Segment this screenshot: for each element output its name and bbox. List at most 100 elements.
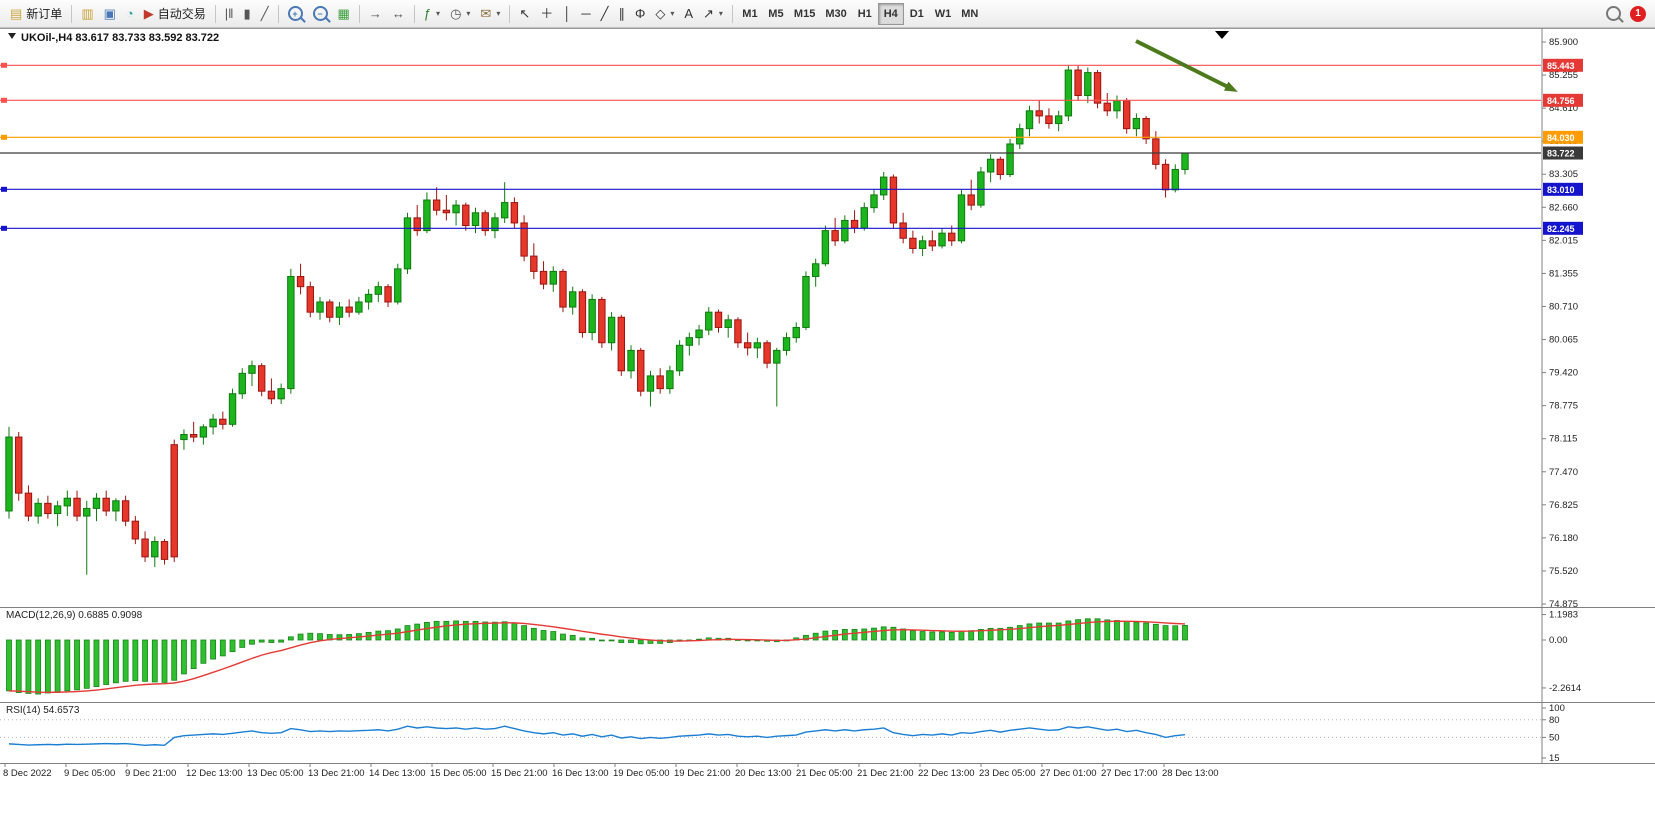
candle (607, 312, 616, 351)
candle (296, 263, 305, 295)
hline-83.010[interactable]: 83.010 (0, 182, 1583, 196)
zoom-in-icon: + (287, 6, 303, 21)
candle (928, 230, 937, 251)
toolbar-separator (413, 4, 415, 23)
macd-bar (1094, 618, 1101, 641)
macd-bar (550, 631, 557, 641)
notification-badge[interactable]: 1 (1630, 5, 1646, 22)
hline-84.756[interactable]: 84.756 (0, 93, 1583, 107)
time-axis[interactable]: 8 Dec 2022 9 Dec 05:00 9 Dec 21:00 12 Dec 1… (3, 763, 1219, 779)
macd-bar (1065, 620, 1072, 641)
price-axis-label: 81.355 (1549, 268, 1578, 279)
new-order-button[interactable]: ▤ 新订单 (5, 3, 67, 25)
periods-button[interactable]: ◷ ▾ (445, 3, 475, 25)
timeframe-m15[interactable]: M15 (789, 3, 820, 25)
svg-text:85.443: 85.443 (1547, 61, 1575, 71)
macd-bar (987, 627, 994, 641)
hline-84.030[interactable]: 84.030 (0, 130, 1583, 144)
templates-button[interactable]: ✉ ▾ (475, 3, 505, 25)
market-watch-button[interactable]: ▣ (99, 3, 121, 25)
zoom-out-button[interactable]: − (308, 3, 333, 25)
bar-chart-button[interactable]: |‖ (220, 3, 239, 25)
trend-arrow-annotation[interactable] (1135, 39, 1238, 92)
candle (199, 424, 208, 445)
svg-text:82.245: 82.245 (1547, 224, 1575, 234)
channel-button[interactable]: ∥ (613, 3, 630, 25)
chevron-down-icon: ▾ (436, 9, 441, 18)
macd-bar (1133, 621, 1140, 641)
arrows-button[interactable]: ↗ ▾ (698, 3, 728, 25)
macd-bar (219, 639, 226, 657)
hline-85.443[interactable]: 85.443 (0, 58, 1583, 72)
vertical-line-icon: │ (563, 6, 572, 21)
candle (15, 431, 23, 501)
candle (92, 493, 101, 522)
timeframe-h1[interactable]: H1 (852, 3, 878, 25)
candle (374, 281, 383, 302)
templates-icon: ✉ (480, 6, 492, 21)
macd-bar (443, 620, 450, 641)
crosshair-button[interactable]: ＋ (535, 3, 558, 25)
line-chart-button[interactable]: ╱ (256, 3, 274, 25)
macd-bar (35, 639, 42, 695)
hline-82.245[interactable]: 82.245 (0, 221, 1583, 235)
candle (520, 215, 528, 262)
candle (257, 363, 266, 397)
search-button[interactable] (1601, 3, 1626, 25)
macd-bar (229, 639, 236, 653)
fibonacci-button[interactable]: Φ (630, 3, 650, 25)
macd-bar (871, 627, 877, 641)
candlestick-chart-button[interactable]: ▮ (239, 3, 256, 25)
timeframe-mn[interactable]: MN (956, 3, 983, 25)
price-axis-label: 79.420 (1549, 368, 1578, 379)
trendline-button[interactable]: ╱ (596, 3, 614, 25)
autotrading-button[interactable]: ▶ 自动交易 (139, 3, 211, 25)
indicators-icon: ƒ (423, 6, 432, 21)
collapse-triangle-icon (8, 33, 16, 39)
candle (1045, 108, 1053, 129)
zoom-in-button[interactable]: + (283, 3, 308, 25)
candle (481, 210, 489, 236)
charts-profile-icon: ▥ (81, 6, 94, 21)
macd-bar (1172, 625, 1179, 641)
auto-scroll-button[interactable]: → (364, 3, 387, 25)
down-triangle-marker[interactable] (1215, 31, 1229, 39)
refresh-button[interactable]: ◔ (121, 3, 139, 25)
timeframe-m30[interactable]: M30 (820, 3, 851, 25)
indicators-button[interactable]: ƒ ▾ (419, 3, 445, 25)
chart-shift-button[interactable]: ↔ (387, 3, 410, 25)
candle (44, 495, 52, 519)
timeframe-m5[interactable]: M5 (763, 3, 789, 25)
macd-bar (83, 639, 90, 689)
timeframe-m1[interactable]: M1 (737, 3, 763, 25)
candle (432, 187, 441, 216)
candle (539, 261, 548, 290)
chevron-down-icon: ▾ (496, 9, 501, 18)
candle (423, 192, 431, 234)
tile-windows-button[interactable]: ▦ (333, 3, 355, 25)
main-toolbar: ▤ 新订单 ▥ ▣ ◔ ▶ 自动交易 |‖ ▮ ╱ + − ▦ → ↔ ƒ ▾ ◷ ▾ ✉ ▾ ↖ ＋ │ ─ ╱ ∥ Φ ◇ ▾ A ↗ ▾ M… (0, 0, 1655, 28)
macd-bar (161, 639, 168, 683)
horizontal-line-button[interactable]: ─ (576, 3, 595, 25)
macd-bar (608, 639, 615, 642)
time-axis-label: 23 Dec 05:00 (979, 768, 1036, 779)
market-watch-icon: ▣ (103, 6, 116, 21)
timeframe-d1[interactable]: D1 (904, 3, 930, 25)
candle (170, 439, 178, 562)
macd-bar (560, 633, 566, 641)
text-button[interactable]: A (679, 3, 698, 25)
price-tag-84.030 (1543, 130, 1583, 144)
timeframe-w1[interactable]: W1 (930, 3, 957, 25)
timeframe-h4[interactable]: H4 (877, 2, 904, 25)
charts-profile-button[interactable]: ▥ (76, 3, 98, 25)
shapes-button[interactable]: ◇ ▾ (650, 3, 679, 25)
vertical-line-button[interactable]: │ (558, 3, 576, 25)
cursor-button[interactable]: ↖ (514, 3, 535, 25)
macd-bar (25, 639, 32, 694)
candle (413, 205, 421, 236)
candle (326, 299, 334, 323)
macd-bar (530, 627, 537, 641)
hline-83.722[interactable]: 83.722 (0, 146, 1583, 160)
